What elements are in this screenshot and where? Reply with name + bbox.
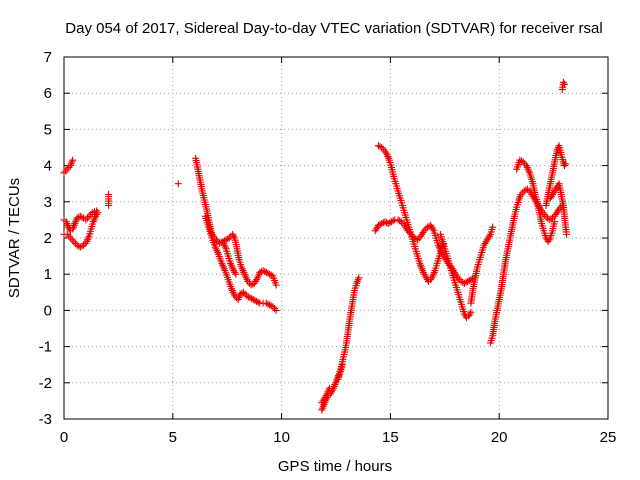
data-point: [355, 274, 363, 282]
data-point: [414, 236, 422, 244]
data-point: [266, 301, 274, 309]
data-point: [85, 212, 93, 220]
data-point: [457, 277, 465, 285]
data-point: [374, 142, 382, 150]
y-tick-label: 3: [44, 194, 52, 211]
data-point: [240, 288, 248, 296]
data-point: [339, 361, 347, 369]
data-point: [63, 165, 71, 173]
y-tick-label: 2: [44, 230, 52, 247]
data-point: [247, 281, 255, 289]
x-axis-label: GPS time / hours: [278, 458, 392, 475]
y-tick-label: -2: [39, 375, 52, 392]
data-point: [76, 243, 84, 251]
data-point: [174, 180, 182, 188]
data-point: [62, 167, 70, 175]
data-point: [238, 289, 246, 297]
data-point: [84, 234, 92, 242]
x-tick-label: 5: [169, 429, 177, 446]
x-tick-label: 0: [60, 429, 68, 446]
data-point: [68, 158, 76, 166]
y-axis-label: SDTVAR / TECUs: [6, 178, 23, 298]
data-point: [353, 277, 361, 285]
data-point: [70, 238, 78, 246]
y-tick-label: 4: [44, 158, 52, 175]
data-point: [378, 220, 386, 228]
grid-lines: [64, 57, 608, 419]
y-tick-label: -1: [39, 339, 52, 356]
data-point: [232, 270, 240, 278]
data-point: [105, 201, 113, 209]
data-point: [516, 194, 524, 202]
data-point: [67, 234, 75, 242]
y-tick-label: -3: [39, 411, 52, 428]
data-point: [389, 217, 397, 225]
data-point: [69, 156, 77, 164]
x-tick-label: 10: [273, 429, 290, 446]
data-point: [68, 236, 76, 244]
y-tick-label: 0: [44, 302, 52, 319]
data-point: [560, 80, 568, 88]
data-point: [545, 216, 553, 224]
y-tick-label: 7: [44, 49, 52, 66]
data-point: [272, 281, 280, 289]
data-point: [378, 144, 386, 151]
data-point: [563, 230, 571, 238]
x-tick-label: 20: [491, 429, 508, 446]
data-point: [523, 185, 531, 193]
data-point: [325, 384, 333, 392]
data-point: [522, 186, 530, 194]
data-point: [467, 308, 475, 316]
data-point: [397, 218, 405, 226]
y-tick-label: 6: [44, 85, 52, 102]
data-point: [489, 223, 497, 231]
data-point: [65, 232, 73, 240]
data-point: [78, 213, 86, 221]
y-tick-label: 1: [44, 266, 52, 283]
data-point: [560, 162, 568, 170]
data-point: [83, 214, 91, 222]
x-tick-label: 25: [600, 429, 617, 446]
x-tick-label: 15: [382, 429, 399, 446]
data-point: [551, 218, 559, 226]
data-point: [387, 218, 395, 226]
data-point: [394, 216, 402, 224]
data-point: [354, 276, 362, 284]
data-point: [272, 306, 280, 314]
data-point: [562, 160, 570, 168]
data-point: [80, 241, 88, 249]
data-points: [60, 78, 571, 414]
chart-title: Day 054 of 2017, Sidereal Day-to-day VTE…: [65, 20, 602, 37]
axis-ticks: 0 5 10 15 20 25 -3 -2 -1 0 1 2 3 4 5 6 7: [39, 49, 617, 446]
y-tick-label: 5: [44, 121, 52, 138]
data-point: [254, 298, 262, 306]
data-point: [76, 212, 84, 220]
data-point: [73, 241, 81, 249]
data-point: [466, 310, 474, 318]
data-point: [60, 169, 68, 177]
data-point: [94, 209, 102, 217]
